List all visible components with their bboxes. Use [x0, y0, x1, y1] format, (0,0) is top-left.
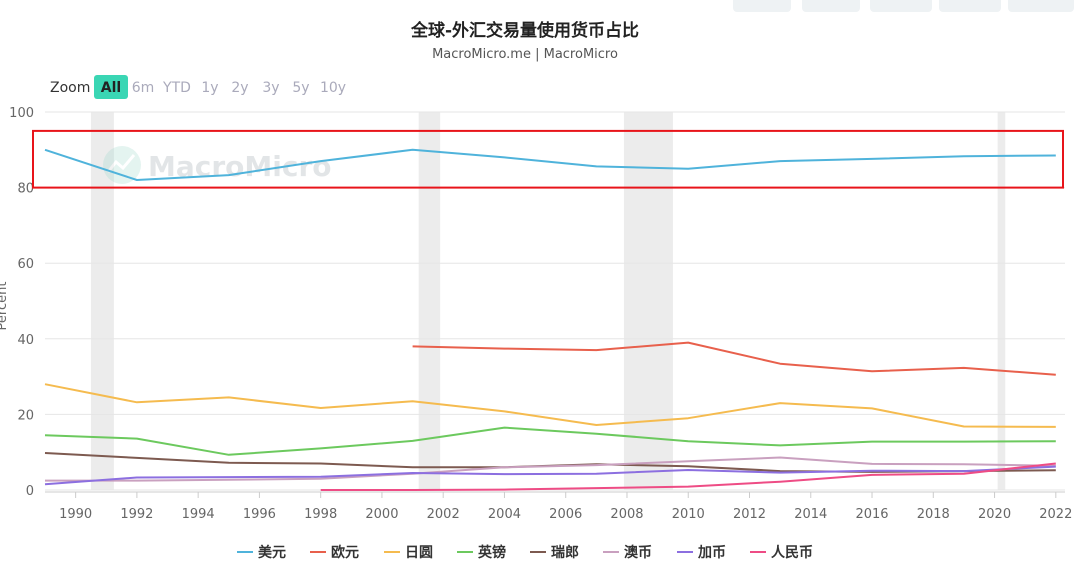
series-line-1[interactable]: [412, 341, 1056, 376]
x-tick-label: 2004: [488, 507, 521, 522]
x-tick-label: 1990: [59, 507, 92, 522]
y-tick-label: 0: [26, 484, 34, 499]
zoom-option-3y[interactable]: 3y: [262, 80, 279, 96]
legend-item-3[interactable]: 英镑: [477, 544, 506, 561]
zoom-option-ytd[interactable]: YTD: [162, 80, 191, 96]
x-tick-label: 1996: [243, 507, 276, 522]
legend-item-5[interactable]: 澳币: [624, 544, 652, 561]
zoom-option-5y[interactable]: 5y: [292, 80, 309, 96]
shaded-period-2: [623, 112, 673, 490]
legend-item-2[interactable]: 日圆: [405, 545, 433, 561]
x-tick-label: 1992: [120, 507, 153, 522]
axes: 0 20 40 60 80 100 1990 1992 1994 1996 1998 2000 2002…: [9, 106, 1072, 522]
legend-item-6[interactable]: 加币: [697, 545, 726, 561]
legend: 美元 欧元 日圆 英镑 瑞郎 澳币 加币 人民币: [237, 544, 813, 561]
series-line-5[interactable]: [45, 456, 1056, 482]
legend-item-0[interactable]: 美元: [258, 544, 286, 561]
x-tick-label: 2018: [917, 507, 950, 522]
toolbar-button-4[interactable]: [939, 0, 1001, 12]
zoom-option-10y[interactable]: 10y: [320, 80, 346, 96]
x-tick-label: 2016: [855, 507, 888, 522]
x-tick-label: 2002: [427, 507, 460, 522]
shaded-period-0: [90, 112, 114, 490]
series-line-3[interactable]: [44, 426, 1056, 456]
x-tick-label: 1994: [182, 507, 215, 522]
series-line-2[interactable]: [44, 383, 1056, 428]
legend-item-4[interactable]: 瑞郎: [551, 544, 579, 561]
x-tick-label: 2008: [610, 507, 643, 522]
x-tick-label: 2020: [978, 507, 1011, 522]
zoom-option-1y[interactable]: 1y: [201, 80, 218, 96]
x-tick-label: 1998: [304, 507, 337, 522]
series-line-4[interactable]: [44, 452, 1056, 473]
recession-shading: [90, 112, 1006, 490]
y-axis-label: Percent: [0, 282, 10, 331]
series-lines: [44, 148, 1056, 491]
y-tick-label: 40: [17, 333, 34, 348]
toolbar-button-2[interactable]: [802, 0, 860, 12]
x-tick-label: 2012: [733, 507, 766, 522]
x-tick-label: 2006: [549, 507, 582, 522]
x-tick-label: 2014: [794, 507, 827, 522]
toolbar-button-3[interactable]: [870, 0, 932, 12]
zoom-option-6m[interactable]: 6m: [132, 80, 155, 96]
zoom-selector: Zoom All 6m YTD 1y 2y 3y 5y 10y: [50, 75, 346, 99]
series-line-6[interactable]: [44, 465, 1056, 486]
toolbar-button-5[interactable]: [1008, 0, 1074, 12]
y-tick-label: 100: [9, 106, 34, 121]
x-tick-label: 2010: [672, 507, 705, 522]
legend-item-1[interactable]: 欧元: [331, 544, 359, 561]
shaded-period-3: [997, 112, 1006, 490]
top-toolbar: [733, 0, 1074, 12]
zoom-label: Zoom: [50, 80, 90, 96]
chart-subtitle: MacroMicro.me | MacroMicro: [432, 47, 618, 62]
series-line-0[interactable]: [44, 148, 1056, 181]
zoom-active-bg[interactable]: [94, 75, 128, 99]
zoom-option-all[interactable]: All: [101, 80, 121, 96]
legend-item-7[interactable]: 人民币: [771, 544, 813, 561]
y-tick-label: 60: [17, 257, 34, 272]
series-line-7[interactable]: [320, 462, 1056, 491]
highlight-box: [32, 129, 1064, 189]
x-tick-label: 2000: [365, 507, 398, 522]
chart-title: 全球-外汇交易量使用货币占比: [410, 20, 639, 41]
shaded-period-1: [418, 112, 441, 490]
zoom-option-2y[interactable]: 2y: [231, 80, 248, 96]
share-button[interactable]: [733, 0, 791, 12]
y-tick-label: 80: [17, 182, 34, 197]
y-tick-label: 20: [17, 408, 34, 423]
x-tick-label: 2022: [1039, 507, 1072, 522]
